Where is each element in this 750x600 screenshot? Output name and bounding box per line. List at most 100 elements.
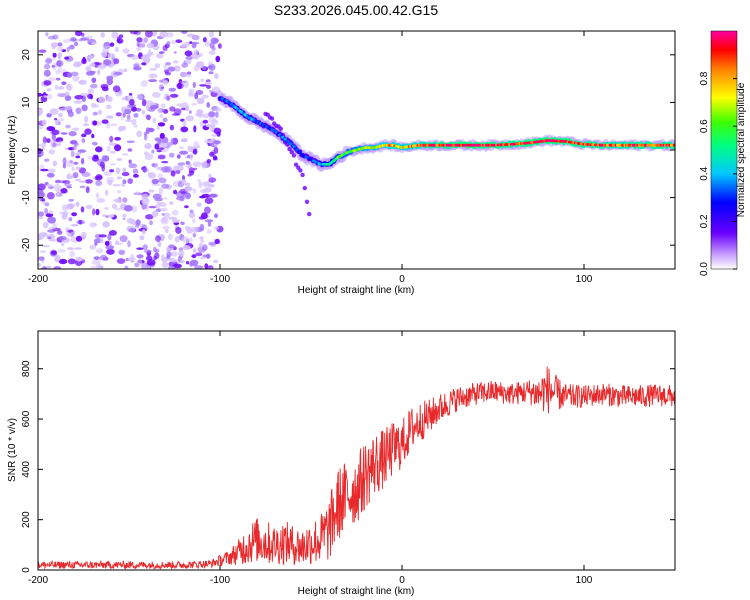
noise-blob [156, 201, 162, 205]
noise-blob [163, 212, 171, 218]
noise-blob [103, 59, 112, 66]
noise-blob [115, 242, 124, 245]
noise-blob [68, 131, 77, 137]
noise-blob [118, 249, 126, 255]
noise-blob [127, 240, 131, 248]
noise-blob [84, 128, 92, 135]
noise-blob [180, 221, 185, 225]
noise-blob [162, 117, 168, 123]
noise-blob [38, 49, 47, 53]
noise-blob [161, 183, 170, 189]
noise-blob [48, 77, 56, 81]
colorbar-tick-label: 0.2 [699, 214, 710, 228]
noise-blob [58, 112, 63, 118]
colorbar-ticks: 0.0 0.2 0.4 0.6 0.8 [699, 71, 737, 276]
noise-blob [95, 208, 100, 216]
colorbar-label: Normalized spectral amplitude [736, 82, 747, 217]
noise-blob [83, 123, 89, 127]
x-tick-label: -100 [210, 274, 230, 285]
y-tick-label: 10 [21, 96, 32, 108]
noise-blob [62, 162, 66, 169]
noise-blob [139, 235, 145, 241]
noise-blob [102, 155, 110, 162]
noise-blob [199, 256, 207, 260]
noise-blob [169, 201, 174, 206]
noise-blob [148, 189, 155, 193]
noise-blob [120, 113, 124, 121]
noise-blob [154, 143, 160, 150]
noise-blob [113, 71, 123, 76]
noise-blob [91, 133, 95, 139]
noise-blob [39, 250, 47, 253]
noise-blob [192, 81, 196, 89]
noise-blob [208, 61, 213, 67]
noise-blob [159, 31, 169, 38]
noise-blob [109, 123, 118, 127]
noise-blob [107, 233, 112, 241]
noise-blob [175, 39, 183, 43]
noise-blob [88, 70, 97, 74]
noise-blob [209, 42, 215, 49]
noise-blob [170, 170, 176, 177]
noise-blob [98, 96, 105, 104]
noise-blob [81, 172, 91, 177]
noise-blob [90, 83, 98, 89]
noise-blob [62, 180, 71, 184]
noise-blob [178, 146, 184, 150]
noise-blob [156, 126, 160, 130]
noise-blob [188, 110, 192, 114]
noise-blob [117, 190, 122, 194]
noise-blob [197, 179, 201, 182]
branch-blob [278, 126, 283, 131]
noise-blob [118, 125, 124, 132]
noise-blob [182, 119, 187, 127]
noise-blob [208, 50, 216, 56]
noise-blob [95, 62, 102, 66]
noise-blob [71, 145, 77, 151]
noise-blob [74, 31, 83, 37]
noise-blob [89, 265, 99, 269]
noise-blob [80, 92, 89, 97]
noise-blob [189, 153, 193, 161]
noise-blob [180, 126, 189, 133]
noise-blob [191, 226, 199, 233]
noise-blob [136, 37, 143, 43]
noise-blob [214, 107, 222, 112]
y-tick-label: -20 [21, 238, 32, 253]
noise-blob [215, 111, 219, 118]
noise-blob [106, 248, 115, 255]
noise-blob [65, 84, 71, 90]
noise-blob [192, 218, 196, 223]
noise-blob [105, 95, 113, 103]
noise-blob [75, 178, 81, 182]
noise-blob [81, 138, 86, 144]
y-tick-label: 200 [21, 511, 32, 528]
noise-blob [52, 62, 57, 70]
noise-blob [144, 142, 152, 150]
noise-blob [199, 195, 206, 199]
noise-blob [72, 62, 82, 68]
noise-blob [149, 220, 154, 226]
noise-blob [205, 140, 214, 144]
noise-blob [213, 146, 219, 154]
noise-blob [166, 41, 171, 45]
noise-blob [184, 41, 190, 47]
noise-blob [71, 166, 75, 172]
noise-blob [115, 46, 119, 53]
noise-blob [205, 181, 211, 187]
noise-blob [127, 178, 133, 185]
noise-blob [169, 258, 177, 263]
noise-blob [111, 31, 119, 39]
noise-blob [151, 149, 155, 154]
noise-blob [213, 259, 219, 263]
noise-blob [74, 41, 79, 47]
noise-blob [170, 40, 177, 45]
noise-blob [75, 152, 82, 156]
noise-blob [101, 119, 109, 124]
noise-blob [100, 32, 106, 38]
noise-blob [126, 140, 135, 144]
noise-blob [114, 136, 121, 141]
noise-blob [42, 119, 47, 126]
noise-blob [110, 150, 116, 154]
noise-blob [141, 229, 146, 235]
